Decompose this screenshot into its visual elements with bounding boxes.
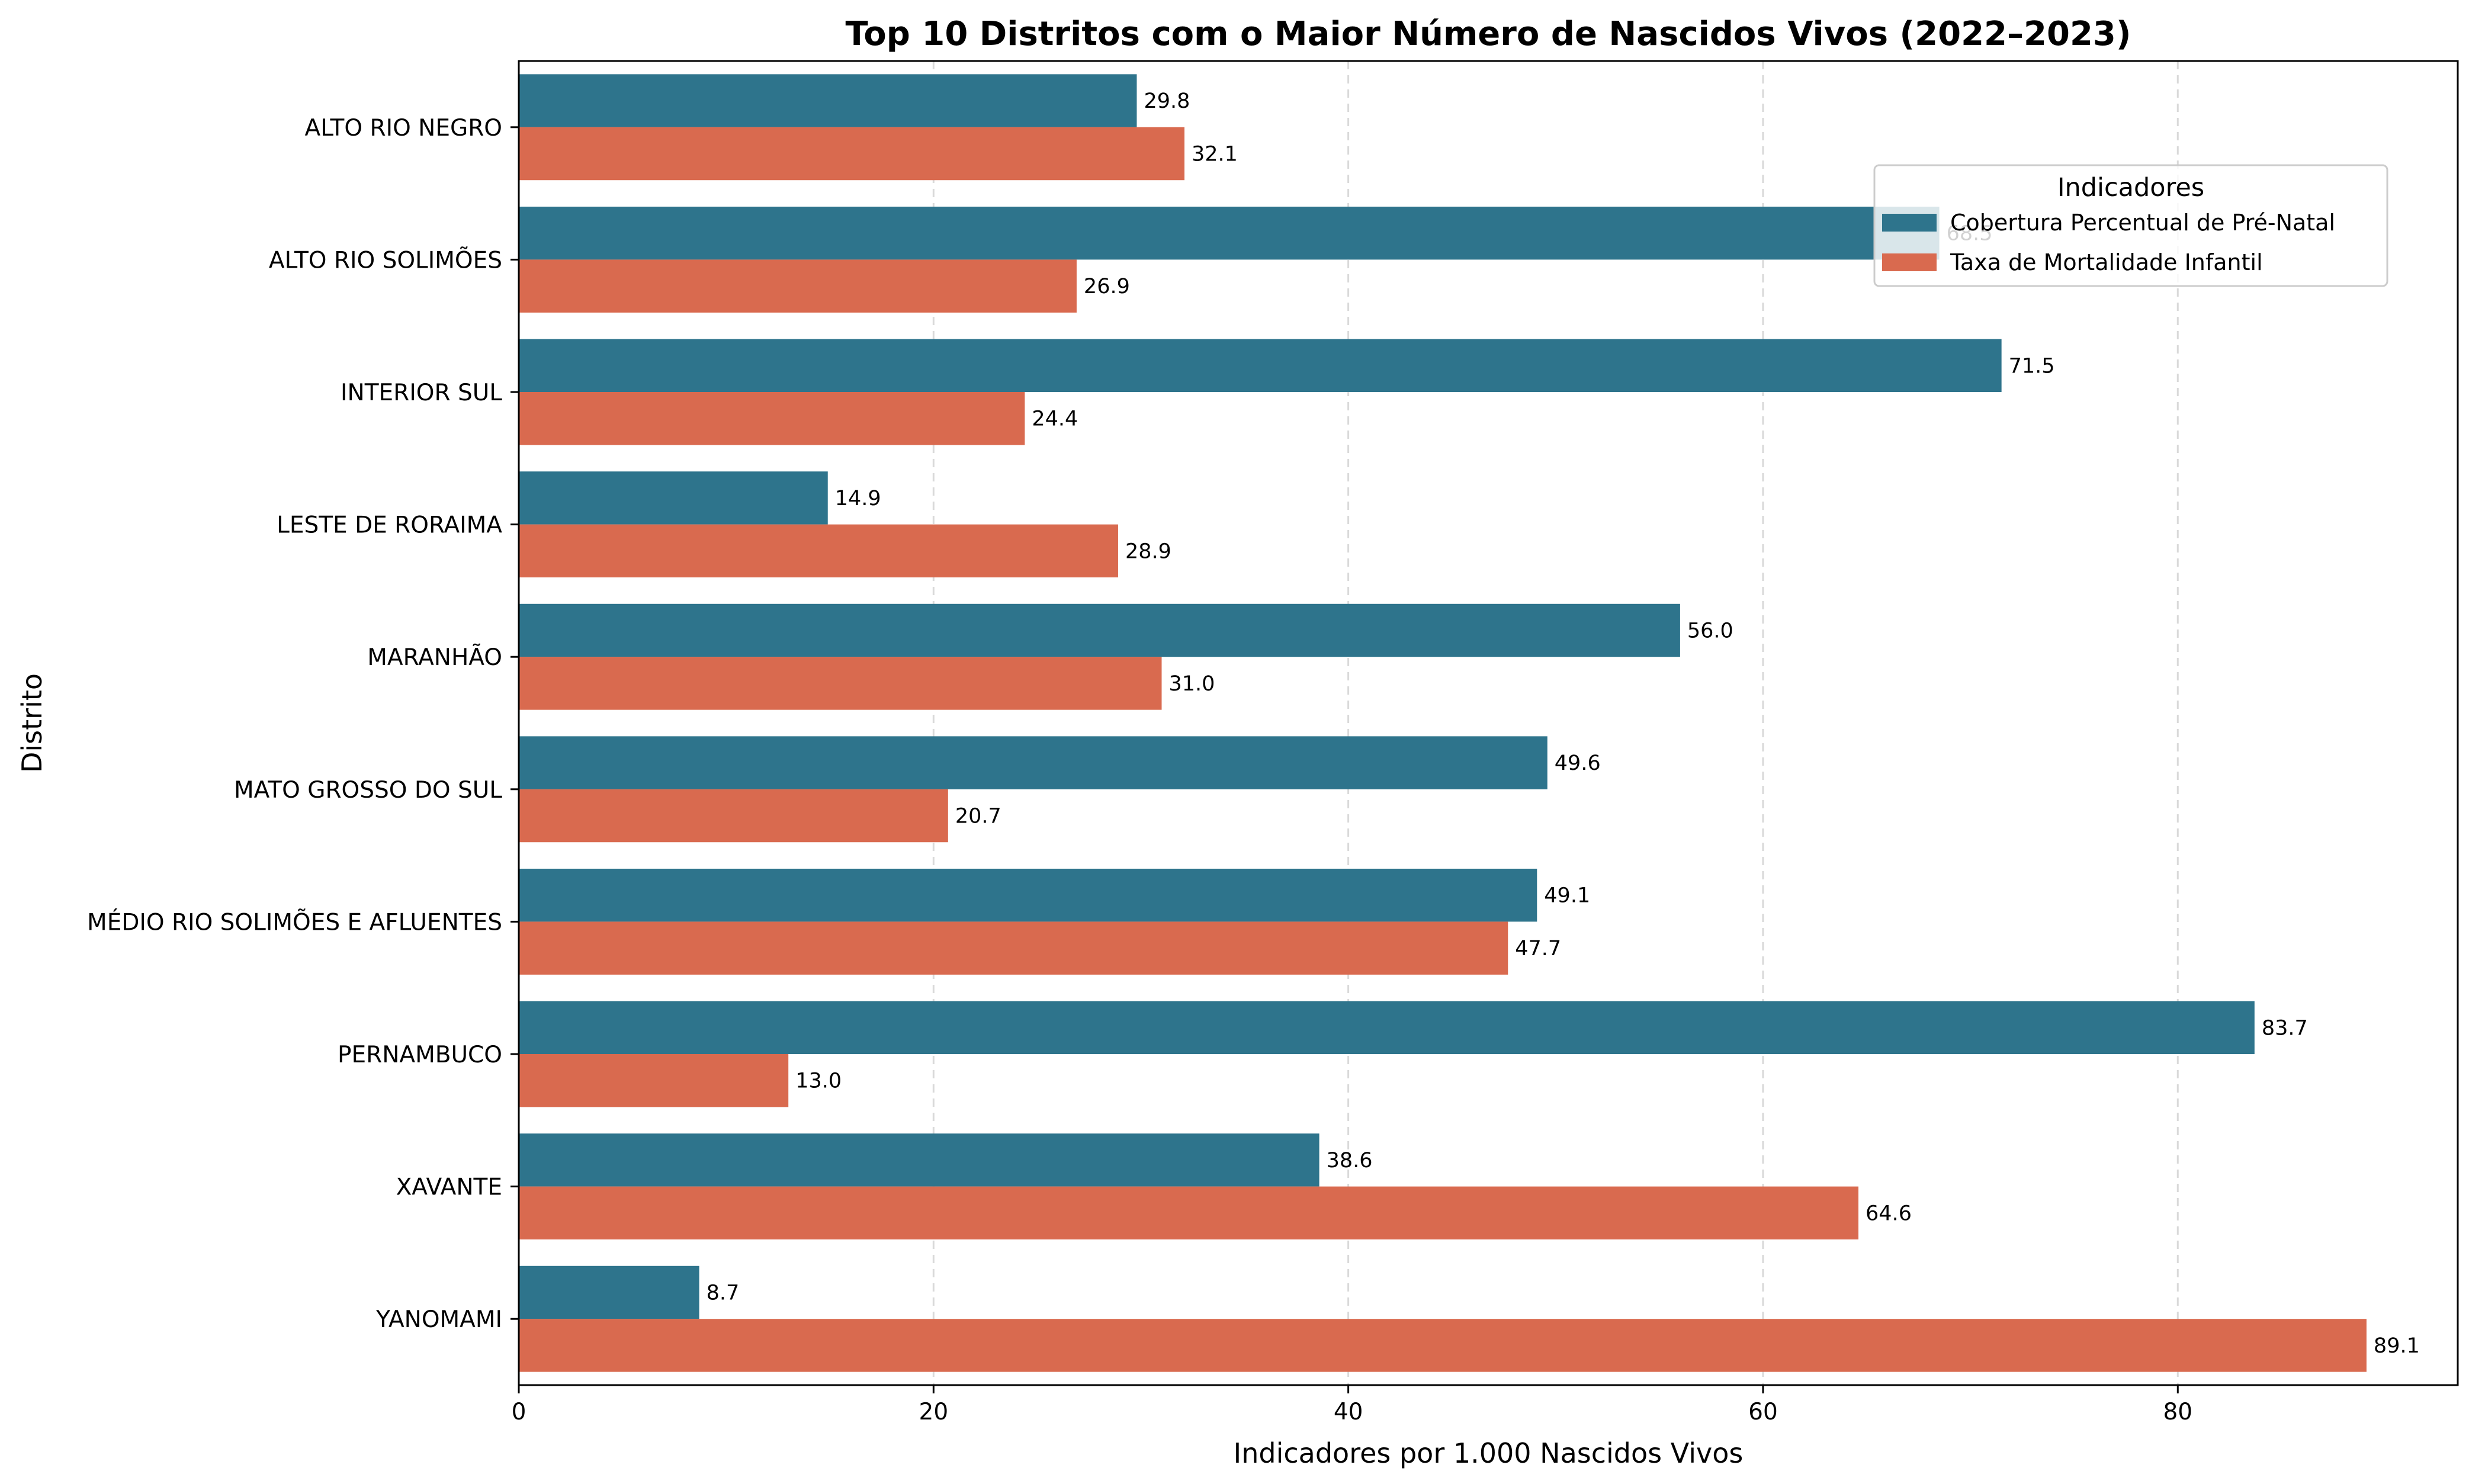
y-axis-label: Distrito xyxy=(16,673,48,773)
chart-title: Top 10 Distritos com o Maior Número de N… xyxy=(846,15,2131,53)
y-tick-label-3: LESTE DE RORAIMA xyxy=(277,512,502,539)
bar-label-prenatal-7: 83.7 xyxy=(2262,1016,2308,1040)
bar-label-mortality-7: 13.0 xyxy=(795,1069,842,1093)
bar-label-prenatal-9: 8.7 xyxy=(707,1281,740,1305)
bar-label-prenatal-5: 49.6 xyxy=(1555,751,1601,775)
bar-label-mortality-1: 26.9 xyxy=(1084,275,1130,298)
x-tick-label-4: 80 xyxy=(2163,1399,2192,1425)
bar-label-mortality-8: 64.6 xyxy=(1866,1202,1912,1225)
legend-swatch-prenatal xyxy=(1882,214,1937,232)
bar-label-prenatal-3: 14.9 xyxy=(835,487,881,510)
bar-mortality-2 xyxy=(519,392,1025,445)
bar-mortality-0 xyxy=(519,127,1185,181)
legend: Indicadores Cobertura Percentual de Pré-… xyxy=(1873,164,2388,287)
bar-prenatal-0 xyxy=(519,74,1137,127)
bar-mortality-8 xyxy=(519,1186,1859,1240)
bar-prenatal-5 xyxy=(519,736,1547,789)
bar-label-mortality-2: 24.4 xyxy=(1032,407,1078,431)
y-tick-label-4: MARANHÃO xyxy=(367,643,502,671)
x-tick-label-2: 40 xyxy=(1334,1399,1363,1425)
bar-label-mortality-0: 32.1 xyxy=(1192,143,1238,166)
bar-mortality-6 xyxy=(519,921,1508,975)
bar-mortality-9 xyxy=(519,1319,2367,1372)
bar-label-prenatal-8: 38.6 xyxy=(1327,1149,1373,1173)
bar-mortality-3 xyxy=(519,524,1118,578)
y-tick-label-9: YANOMAMI xyxy=(375,1306,502,1333)
y-tick-label-0: ALTO RIO NEGRO xyxy=(305,115,502,142)
y-tick-label-6: MÉDIO RIO SOLIMÕES E AFLUENTES xyxy=(87,908,502,936)
bar-prenatal-8 xyxy=(519,1133,1319,1187)
plot-frame xyxy=(518,60,2459,1386)
bar-label-prenatal-0: 29.8 xyxy=(1144,89,1190,113)
bar-label-mortality-3: 28.9 xyxy=(1125,539,1171,563)
bar-mortality-4 xyxy=(519,657,1162,710)
x-tick-label-0: 0 xyxy=(512,1399,526,1425)
y-tick-label-7: PERNAMBUCO xyxy=(338,1042,502,1068)
bar-prenatal-7 xyxy=(519,1001,2255,1054)
x-tick-label-1: 20 xyxy=(919,1399,949,1425)
legend-title: Indicadores xyxy=(2057,173,2204,203)
bar-prenatal-3 xyxy=(519,471,828,525)
bar-label-prenatal-6: 49.1 xyxy=(1544,884,1590,908)
bar-label-prenatal-4: 56.0 xyxy=(1687,619,1733,643)
bar-mortality-7 xyxy=(519,1054,789,1107)
bar-prenatal-9 xyxy=(519,1265,699,1319)
y-tick-label-2: INTERIOR SUL xyxy=(341,380,502,406)
bar-mortality-1 xyxy=(519,259,1077,313)
y-tick-label-1: ALTO RIO SOLIMÕES xyxy=(269,246,502,274)
bar-prenatal-6 xyxy=(519,868,1537,922)
bar-label-mortality-6: 47.7 xyxy=(1515,937,1561,961)
x-axis-ticks: 0 20 40 60 80 xyxy=(512,1385,2192,1425)
legend-box xyxy=(1873,164,2388,287)
x-axis-label: Indicadores por 1.000 Nascidos Vivos xyxy=(1234,1437,1744,1469)
bar-label-mortality-4: 31.0 xyxy=(1168,672,1215,696)
x-tick-label-3: 60 xyxy=(1748,1399,1778,1425)
bar-mortality-5 xyxy=(519,789,948,843)
y-tick-label-5: MATO GROSSO DO SUL xyxy=(234,777,502,804)
y-tick-label-8: XAVANTE xyxy=(396,1174,502,1201)
legend-label-prenatal: Cobertura Percentual de Pré-Natal xyxy=(1950,210,2335,236)
y-axis-ticks: ALTO RIO NEGRO ALTO RIO SOLIMÕES INTERIOR … xyxy=(87,115,519,1333)
bar-label-mortality-9: 89.1 xyxy=(2374,1334,2420,1358)
bar-label-mortality-5: 20.7 xyxy=(955,805,1001,828)
bars xyxy=(519,74,2367,1372)
bar-prenatal-2 xyxy=(519,339,2002,392)
legend-swatch-mortality xyxy=(1882,253,1937,271)
bar-label-prenatal-2: 71.5 xyxy=(2009,354,2055,378)
bar-prenatal-4 xyxy=(519,603,1680,657)
bar-prenatal-1 xyxy=(519,206,1940,260)
legend-label-mortality: Taxa de Mortalidade Infantil xyxy=(1950,249,2263,275)
